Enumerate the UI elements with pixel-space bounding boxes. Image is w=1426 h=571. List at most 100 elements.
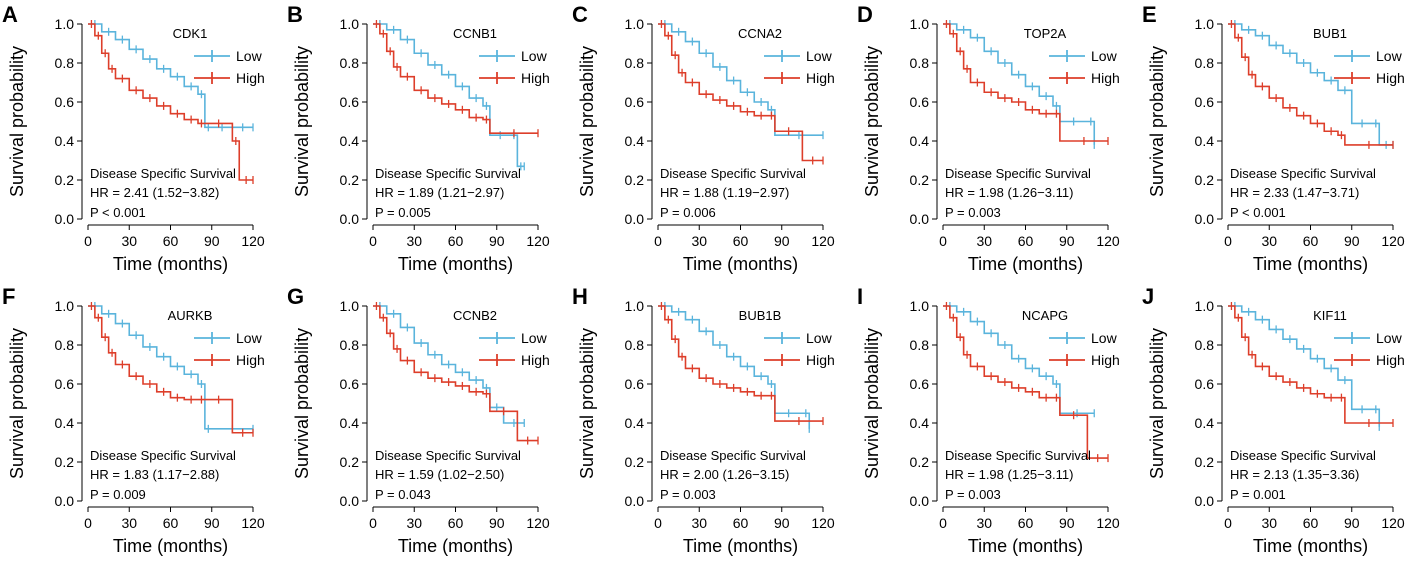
annotation-endpoint: Disease Specific Survival <box>945 448 1091 463</box>
y-tick-label: 0.4 <box>625 133 645 149</box>
x-tick-label: 120 <box>811 515 835 531</box>
survival-curve-low <box>943 305 1095 415</box>
y-tick-label: 0.6 <box>625 94 645 110</box>
y-tick-label: 0.0 <box>625 211 645 227</box>
y-axis-title: Survival probability <box>7 46 27 197</box>
y-tick-label: 0.0 <box>1195 211 1215 227</box>
x-axis-title: Time (months) <box>1253 254 1368 274</box>
y-tick-label: 0.2 <box>55 172 75 188</box>
legend-label-low: Low <box>521 330 548 346</box>
survival-curve-low <box>658 23 823 136</box>
annotation-p: P < 0.001 <box>1230 205 1286 220</box>
y-axis-title: Survival probability <box>577 328 597 479</box>
annotation-hr: HR = 2.00 (1.26−3.15) <box>660 467 789 482</box>
legend-label-high: High <box>806 70 835 86</box>
legend-title: CCNA2 <box>738 26 782 41</box>
x-tick-label: 60 <box>448 515 464 531</box>
y-tick-label: 0.2 <box>625 172 645 188</box>
survival-curve-high <box>373 23 538 134</box>
x-tick-label: 60 <box>1303 515 1319 531</box>
y-tick-label: 0.4 <box>910 415 930 431</box>
annotation-endpoint: Disease Specific Survival <box>660 448 806 463</box>
y-axis-title: Survival probability <box>862 328 882 479</box>
legend-label-high: High <box>1091 70 1120 86</box>
x-tick-label: 30 <box>121 515 137 531</box>
y-tick-label: 0.8 <box>1195 337 1215 353</box>
y-tick-label: 0.0 <box>55 211 75 227</box>
panel-letter: A <box>2 2 18 27</box>
legend-title: NCAPG <box>1022 308 1068 323</box>
x-tick-label: 0 <box>1224 515 1232 531</box>
x-tick-label: 30 <box>406 233 422 249</box>
km-panel-b: B 0.0 0.2 0.4 0.6 0.8 1.0 0 30 60 90 120 Survival pr… <box>287 2 550 274</box>
y-tick-label: 0.0 <box>625 493 645 509</box>
legend-label-low: Low <box>521 48 548 64</box>
legend-label-low: Low <box>806 330 833 346</box>
survival-curve-high <box>1228 305 1393 424</box>
km-panel-g: G 0.0 0.2 0.4 0.6 0.8 1.0 0 30 60 90 120 Survival pr… <box>287 284 550 556</box>
panel-letter: I <box>857 284 863 309</box>
y-tick-label: 0.8 <box>625 337 645 353</box>
y-tick-label: 0.8 <box>625 55 645 71</box>
y-tick-label: 0.6 <box>340 376 360 392</box>
km-panel-i: I 0.0 0.2 0.4 0.6 0.8 1.0 0 30 60 90 120 Survival pr… <box>857 284 1120 556</box>
y-tick-label: 0.4 <box>340 415 360 431</box>
annotation-endpoint: Disease Specific Survival <box>1230 448 1376 463</box>
x-tick-label: 30 <box>1261 515 1277 531</box>
x-tick-label: 90 <box>774 515 790 531</box>
x-tick-label: 60 <box>448 233 464 249</box>
y-tick-label: 0.8 <box>55 55 75 71</box>
y-tick-label: 0.2 <box>910 454 930 470</box>
survival-curve-high <box>1228 23 1393 146</box>
legend-title: AURKB <box>168 308 213 323</box>
km-panel-a: A 0.0 0.2 0.4 0.6 0.8 1.0 0 30 60 90 120 Survival pr… <box>2 2 265 274</box>
annotation-hr: HR = 2.33 (1.47−3.71) <box>1230 185 1359 200</box>
survival-curve-low <box>88 305 253 430</box>
y-tick-label: 0.6 <box>55 94 75 110</box>
x-tick-label: 90 <box>774 233 790 249</box>
x-tick-label: 90 <box>1059 233 1075 249</box>
panel-letter: B <box>287 2 303 27</box>
y-tick-label: 0.4 <box>340 133 360 149</box>
x-tick-label: 120 <box>811 233 835 249</box>
km-panel-j: J 0.0 0.2 0.4 0.6 0.8 1.0 0 30 60 90 120 Survival pr… <box>1142 284 1405 556</box>
legend-label-low: Low <box>806 48 833 64</box>
y-tick-label: 0.6 <box>625 376 645 392</box>
x-tick-label: 120 <box>1381 233 1405 249</box>
y-tick-label: 1.0 <box>910 16 930 32</box>
x-tick-label: 0 <box>369 515 377 531</box>
x-tick-label: 60 <box>163 515 179 531</box>
km-panel-d: D 0.0 0.2 0.4 0.6 0.8 1.0 0 30 60 90 120 Survival pr… <box>857 2 1120 274</box>
survival-curve-high <box>943 23 1108 142</box>
x-axis-title: Time (months) <box>683 536 798 556</box>
y-tick-label: 0.2 <box>340 454 360 470</box>
x-tick-label: 0 <box>939 233 947 249</box>
annotation-endpoint: Disease Specific Survival <box>1230 166 1376 181</box>
y-tick-label: 1.0 <box>1195 16 1215 32</box>
survival-curve-high <box>88 305 253 434</box>
annotation-endpoint: Disease Specific Survival <box>90 448 236 463</box>
x-tick-label: 120 <box>241 233 265 249</box>
panel-letter: F <box>2 284 15 309</box>
y-tick-label: 0.6 <box>340 94 360 110</box>
x-tick-label: 90 <box>204 515 220 531</box>
km-panel-e: E 0.0 0.2 0.4 0.6 0.8 1.0 0 30 60 90 120 Survival pr… <box>1142 2 1405 274</box>
legend-label-low: Low <box>1091 48 1118 64</box>
y-tick-label: 1.0 <box>55 298 75 314</box>
y-tick-label: 0.4 <box>55 133 75 149</box>
y-tick-label: 0.2 <box>1195 454 1215 470</box>
panel-letter: D <box>857 2 873 27</box>
y-tick-label: 0.4 <box>55 415 75 431</box>
survival-curve-low <box>1228 23 1393 146</box>
x-tick-label: 30 <box>121 233 137 249</box>
y-axis-title: Survival probability <box>577 46 597 197</box>
annotation-hr: HR = 2.13 (1.35−3.36) <box>1230 467 1359 482</box>
x-tick-label: 30 <box>976 233 992 249</box>
x-axis-title: Time (months) <box>113 254 228 274</box>
legend-title: BUB1B <box>739 308 782 323</box>
y-axis-title: Survival probability <box>1147 46 1167 197</box>
x-tick-label: 60 <box>733 233 749 249</box>
km-panel-c: C 0.0 0.2 0.4 0.6 0.8 1.0 0 30 60 90 120 Survival pr… <box>572 2 835 274</box>
annotation-hr: HR = 1.88 (1.19−2.97) <box>660 185 789 200</box>
y-tick-label: 0.8 <box>340 337 360 353</box>
